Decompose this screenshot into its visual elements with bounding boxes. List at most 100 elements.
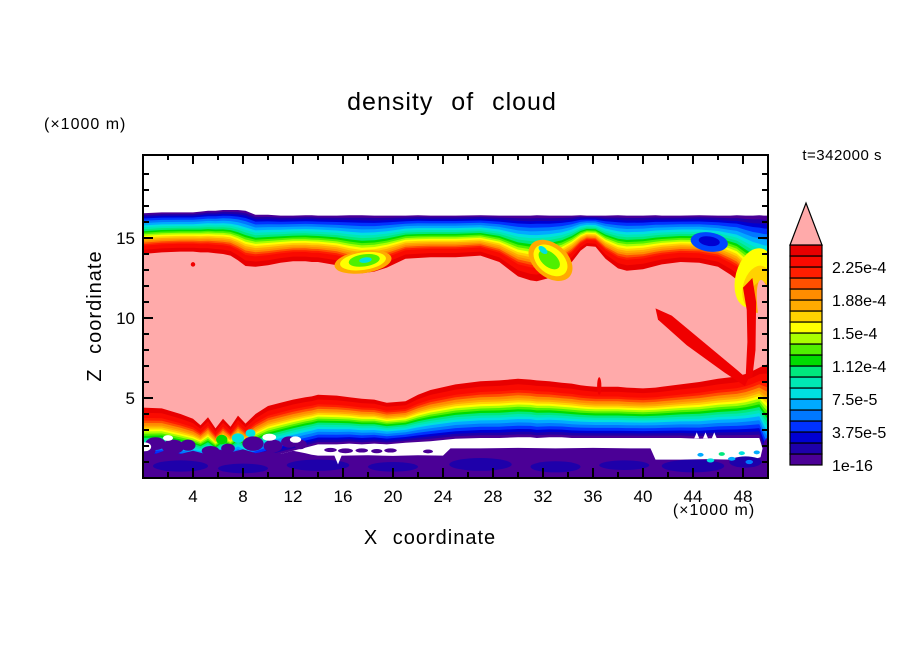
noise-blob [221,443,235,454]
colorbar-label: 1e-16 [832,458,873,475]
noise-blob [161,439,185,454]
contour-feature [743,278,757,381]
strip-speck [745,459,753,465]
colorbar-label: 1.88e-4 [832,293,886,310]
gap-tooth [694,432,700,439]
gap-tooth [703,432,708,439]
colorbar-cell [789,343,823,356]
x-tick-label: 32 [534,487,553,506]
strip-speck [706,458,715,463]
strip-shade [530,461,581,473]
x-tick-label: 44 [684,487,703,506]
noise-blob [201,446,220,456]
strip-speck [753,450,760,455]
x-tick-label: 28 [484,487,503,506]
y-axis-unit-label: (×1000 m) [44,116,127,133]
x-tick-label: 8 [238,487,247,506]
colorbar-cell [789,453,823,466]
contour-feature [359,257,372,263]
noise-blob [180,439,196,451]
noise-hole [163,435,173,441]
colorbar-label: 3.75e-5 [832,425,886,442]
colorbar-label: 1.12e-4 [832,359,886,376]
gap-island [324,447,337,453]
contour-feature [756,279,768,347]
noise-blob [242,436,264,451]
y-tick-label: 5 [126,389,135,408]
y-tick-label: 10 [116,309,135,328]
contour-band [143,246,768,429]
colorbar-cell [789,244,823,257]
colorbar-cell [789,431,823,444]
contour-feature [245,429,256,438]
x-axis-unit-label: (×1000 m) [672,502,756,519]
strip-shade [286,459,350,471]
contour-feature [597,377,602,395]
contour-feature [538,245,548,255]
gap-island [371,449,383,454]
noise-hole [289,436,302,443]
strip-shade [368,462,418,472]
colorbar-label: 2.25e-4 [832,260,886,277]
colorbar-cell [789,255,823,268]
contour-feature [216,434,228,445]
contour-feature [538,249,560,270]
gap-tooth [711,432,717,439]
colorbar-cell [789,387,823,400]
noise-blob [263,439,283,453]
colorbar-cell [789,310,823,323]
strip-notch [334,455,342,465]
x-tick-label: 40 [634,487,653,506]
chart-title: density of cloud [347,88,557,116]
strip-speck [728,456,736,461]
strip-shade [599,460,650,471]
colorbar-cell [789,376,823,389]
strip-shade [661,459,725,473]
contour-field [143,210,768,478]
x-tick-label: 20 [384,487,403,506]
y-tick-label: 15 [116,229,135,248]
colorbar-cell [789,420,823,433]
gap-island [423,449,433,454]
strip-speck [697,452,704,457]
colorbar-cell [789,398,823,411]
contour-feature [655,308,748,386]
strip-shade [153,460,208,472]
time-annotation: t=342000 s [802,147,882,164]
gap-island [384,448,397,453]
colorbar-cell [789,442,823,455]
colorbar-cell [789,299,823,312]
colorbar-cell [789,321,823,334]
colorbar-label: 7.5e-5 [832,392,877,409]
colorbar [789,201,823,466]
gap-island [338,448,353,454]
colorbar-cell [789,354,823,367]
colorbar-cell [789,409,823,422]
contour-feature [698,236,720,247]
x-tick-label: 36 [584,487,603,506]
strip-speck [738,451,745,456]
contour-feature [190,262,196,267]
strip-speck [718,452,725,456]
colorbar-cell [789,266,823,279]
colorbar-cell [789,277,823,290]
strip-shade [449,458,512,471]
x-tick-label: 48 [734,487,753,506]
x-axis-title: X coordinate [363,527,497,549]
gap-island [355,448,368,453]
plot-frame [142,154,769,479]
x-tick-label: 12 [284,487,303,506]
y-axis-title: Z coordinate [84,250,106,382]
x-tick-label: 16 [334,487,353,506]
colorbar-cell [789,332,823,345]
colorbar-cell [789,365,823,378]
x-tick-label: 24 [434,487,453,506]
colorbar-overflow-arrow [789,201,823,246]
contour-feature [231,433,245,443]
x-tick-label: 4 [188,487,197,506]
noise-hole [262,433,277,441]
colorbar-cell [789,288,823,301]
colorbar-label: 1.5e-4 [832,326,877,343]
